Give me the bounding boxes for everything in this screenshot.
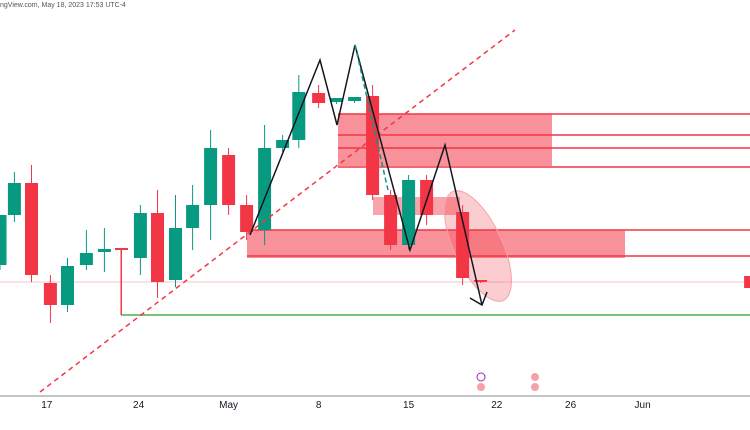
time-axis[interactable]: 17 24 May 8 15 22 26 Jun <box>41 400 650 411</box>
event-icons <box>476 372 539 391</box>
candle-body <box>222 155 236 205</box>
candle-body <box>292 92 306 140</box>
candle[interactable] <box>151 190 164 298</box>
candle[interactable] <box>7 172 21 222</box>
candle-body <box>43 283 57 305</box>
candle-body <box>276 140 290 148</box>
candle[interactable] <box>384 190 398 250</box>
time-axis-label: 17 <box>41 400 53 411</box>
candle[interactable] <box>97 228 111 272</box>
candle[interactable] <box>744 276 750 288</box>
candle[interactable] <box>240 195 254 240</box>
candle[interactable] <box>0 215 7 270</box>
candle[interactable] <box>61 258 74 312</box>
candles <box>0 75 750 323</box>
candle-body <box>115 248 128 250</box>
calendar-icon[interactable] <box>531 373 539 381</box>
candle-body <box>384 195 398 245</box>
candle-body <box>133 213 147 258</box>
flag-icon[interactable] <box>477 383 485 391</box>
candle[interactable] <box>25 165 38 282</box>
neckline-dashed <box>354 44 389 191</box>
candle[interactable] <box>402 175 416 250</box>
candle[interactable] <box>312 85 326 108</box>
time-axis-label: 24 <box>133 400 145 411</box>
arrow-head-icon <box>469 291 488 307</box>
time-axis-label: 8 <box>316 400 322 411</box>
flag-icon[interactable] <box>531 383 539 391</box>
candle[interactable] <box>222 148 236 215</box>
candle[interactable] <box>204 130 218 240</box>
candle[interactable] <box>348 97 362 103</box>
candle[interactable] <box>474 280 488 283</box>
candle-body <box>240 205 254 232</box>
time-axis-label: 15 <box>403 400 415 411</box>
candle-body <box>0 215 7 265</box>
candle-body <box>258 148 272 230</box>
candle-body <box>330 98 344 102</box>
candle[interactable] <box>276 135 290 152</box>
candle-body <box>7 183 21 215</box>
candle[interactable] <box>456 205 470 285</box>
candle-body <box>456 212 470 278</box>
candle-body <box>169 228 182 280</box>
candle-body <box>186 205 200 228</box>
time-axis-label: May <box>219 400 238 411</box>
chart-source-header: ngView.com, May 18, 2023 17:53 UTC-4 <box>0 2 126 9</box>
candle-body <box>61 266 74 305</box>
candle-body <box>312 93 326 103</box>
time-axis-label: 26 <box>565 400 577 411</box>
candle-body <box>151 213 164 282</box>
candle-body <box>744 276 750 288</box>
time-axis-label: 22 <box>491 400 503 411</box>
candle[interactable] <box>186 185 200 250</box>
candle-body <box>204 148 218 205</box>
support-zone[interactable] <box>247 230 625 258</box>
candle[interactable] <box>330 98 344 104</box>
candle[interactable] <box>169 195 182 287</box>
m-top-pattern[interactable] <box>249 44 483 306</box>
candle-body <box>25 183 38 275</box>
time-axis-label: Jun <box>635 400 651 411</box>
candle-body <box>79 253 93 265</box>
candle-body <box>402 180 416 245</box>
trendline[interactable] <box>39 29 516 393</box>
candle[interactable] <box>258 125 272 245</box>
candle[interactable] <box>43 275 57 323</box>
candle-body <box>348 97 362 101</box>
lightning-icon[interactable] <box>476 372 486 382</box>
candle[interactable] <box>133 205 147 275</box>
supply-demand-zones <box>247 113 750 302</box>
candle[interactable] <box>115 248 128 315</box>
candle-body <box>474 280 488 282</box>
candle[interactable] <box>79 230 93 270</box>
candle-body <box>97 249 111 252</box>
